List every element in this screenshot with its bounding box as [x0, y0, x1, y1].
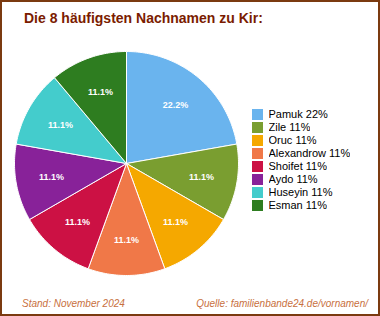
svg-text:11.1%: 11.1%	[65, 217, 90, 227]
html-text:Die 8 häufigsten Nachnamen zu: Die 8 häufigsten Nachnamen zu Kir:	[24, 10, 263, 26]
html-text:Esman 11%: Esman 11%	[268, 199, 327, 212]
svg-text:11.1%: 11.1%	[88, 87, 113, 97]
html-text:Aydo 11%: Aydo 11%	[268, 173, 318, 186]
html-text:Zile 11%: Zile 11%	[268, 121, 311, 134]
html-text:Shoifet 11%: Shoifet 11%	[268, 160, 327, 173]
svg-text:22.2%: 22.2%	[163, 100, 189, 110]
html-text:Oruc 11%: Oruc 11%	[268, 134, 317, 147]
html-text:Pamuk 22%: Pamuk 22%	[268, 108, 328, 121]
svg-text:11.1%: 11.1%	[114, 235, 139, 245]
html-text:Quelle: familienbande24.de/vor: Quelle: familienbande24.de/vornamen/	[196, 298, 368, 309]
svg-text:11.1%: 11.1%	[39, 172, 64, 182]
svg-text:11.1%: 11.1%	[189, 172, 214, 182]
svg-text:11.1%: 11.1%	[163, 217, 188, 227]
svg-text:11.1%: 11.1%	[48, 120, 73, 130]
html-text:Stand: November 2024: Stand: November 2024	[22, 298, 125, 309]
html-text:Huseyin 11%: Huseyin 11%	[268, 186, 333, 199]
html-text:Alexandrow 11%: Alexandrow 11%	[268, 147, 351, 160]
